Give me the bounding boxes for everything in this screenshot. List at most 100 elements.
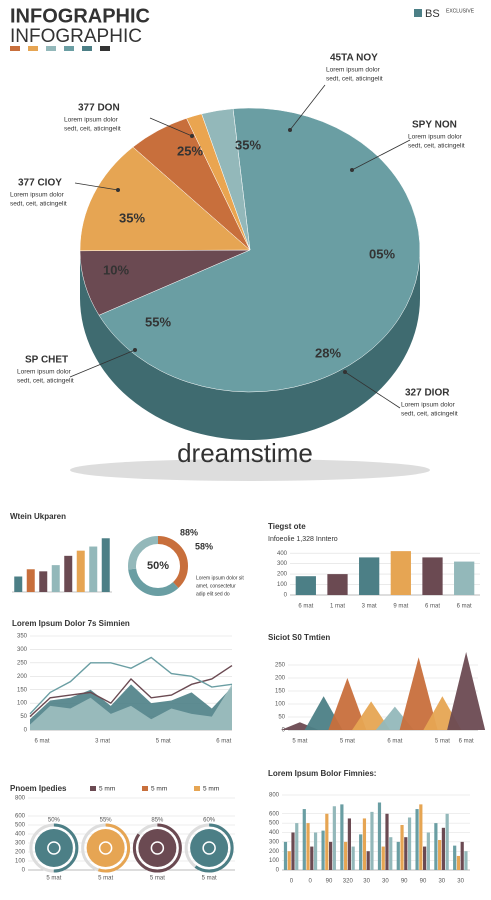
y-tick-label: 200	[15, 850, 26, 856]
icon-circle	[86, 829, 125, 867]
subtitle: INFOGRAPHIC	[10, 26, 142, 47]
x-tick-label: 320	[343, 879, 354, 885]
x-tick-label: 5 mat	[340, 739, 355, 745]
bar	[434, 823, 438, 870]
callout-title: 377 CIOY	[18, 178, 62, 189]
y-tick-label: 150	[17, 687, 28, 693]
icon	[150, 841, 165, 855]
bar	[89, 546, 98, 592]
x-tick-label: 90	[401, 879, 408, 885]
value-label: 60%	[203, 818, 216, 824]
peak	[447, 652, 486, 730]
callout-text: Lorem ipsum dolor	[326, 67, 381, 74]
x-tick-label: 6 mat	[457, 604, 472, 610]
leader-line	[69, 349, 136, 378]
bar	[404, 837, 408, 870]
x-tick-label: 5 mat	[156, 739, 171, 745]
progress-ring	[184, 823, 234, 873]
callout-text: sedt, ceit, aticingelit	[64, 126, 121, 133]
callout-text: sedt, ceit, aticingelit	[10, 201, 67, 208]
bar	[295, 576, 316, 595]
watermark: dreamstime	[177, 438, 313, 468]
callout-title: 327 DIOR	[405, 388, 450, 399]
y-tick-label: 300	[15, 841, 26, 847]
x-tick-label: 6 mat	[216, 739, 231, 745]
legend-swatch	[194, 786, 200, 791]
progress-ring	[81, 823, 131, 873]
callout-text: Lorem ipsum dolor	[17, 369, 72, 376]
x-tick-label: 6 mat	[425, 604, 440, 610]
title: INFOGRAPHIC	[10, 5, 150, 27]
y-tick-label: 200	[17, 674, 28, 680]
bar	[332, 806, 336, 870]
leader-dot	[288, 128, 292, 132]
bar	[39, 571, 48, 592]
donut-text: adip elit sed do	[196, 591, 230, 597]
bar	[381, 846, 385, 870]
chart-title: Wtein Ukparen	[10, 512, 66, 521]
y-tick-label: 300	[269, 839, 280, 845]
legend-swatch	[90, 786, 96, 791]
callout-text: Lorem ipsum dolor	[64, 117, 119, 124]
leader-dot	[116, 188, 120, 192]
bar	[390, 551, 411, 595]
y-tick-label: 0	[284, 593, 288, 599]
x-tick-label: 6 mat	[459, 739, 474, 745]
y-tick-label: 0	[22, 868, 26, 874]
peak	[352, 701, 391, 730]
bar	[454, 561, 475, 595]
bar	[396, 841, 400, 870]
x-tick-label: 30	[382, 879, 389, 885]
bar	[359, 834, 363, 870]
y-tick-label: 200	[277, 572, 288, 578]
x-tick-label: 6 mat	[34, 739, 49, 745]
leader-dot	[190, 134, 194, 138]
leader-line	[351, 139, 411, 171]
chart-title: Lorem Ipsum Dolor 7s Simnien	[12, 619, 130, 628]
peak	[328, 678, 367, 730]
y-tick-label: 150	[275, 689, 286, 695]
chart-title: Lorem Ipsum Bolor Fimnies:	[268, 769, 376, 778]
x-tick-label: 9 mat	[393, 604, 408, 610]
leader-line	[289, 84, 326, 131]
bar	[389, 837, 393, 870]
x-tick-label: 5 mat	[202, 876, 217, 882]
pie-slice	[201, 108, 251, 251]
icon-circle	[138, 829, 177, 867]
callout-text: Lorem ipsum dolor	[10, 192, 65, 199]
y-tick-label: 50	[20, 714, 27, 720]
bar	[422, 557, 443, 595]
x-tick-label: 30	[438, 879, 445, 885]
pie-slice	[98, 107, 421, 393]
donut-segment	[128, 536, 188, 596]
bar	[370, 811, 374, 870]
leader-line	[344, 371, 401, 409]
donut-label: 50%	[147, 560, 169, 572]
bar	[310, 846, 314, 870]
logo-text: EXCLUSIVE	[446, 8, 475, 14]
donut-label: 58%	[195, 541, 213, 551]
y-tick-label: 600	[15, 814, 26, 820]
callout-text: Lorem ipsum dolor	[408, 134, 463, 141]
x-tick-label: 90	[420, 879, 427, 885]
legend-label: 5 mm	[151, 786, 167, 793]
pie-label: 25%	[177, 143, 203, 158]
icon	[202, 841, 216, 855]
bar	[464, 851, 468, 870]
y-tick-label: 800	[15, 796, 26, 802]
icon-circle	[34, 829, 73, 867]
callout-text: sedt, ceit, aticingelit	[401, 411, 458, 418]
x-tick-label: 3 mat	[95, 739, 110, 745]
y-tick-label: 300	[277, 561, 288, 567]
x-tick-label: 5 mat	[98, 876, 113, 882]
y-tick-label: 200	[269, 849, 280, 855]
y-tick-label: 0	[24, 728, 28, 734]
leader-dot	[343, 370, 347, 374]
pie-label: 28%	[315, 345, 341, 360]
icon	[47, 841, 61, 855]
logo: BS	[425, 8, 440, 20]
bar	[438, 840, 442, 870]
y-tick-label: 300	[17, 647, 28, 653]
swatches	[10, 46, 110, 51]
